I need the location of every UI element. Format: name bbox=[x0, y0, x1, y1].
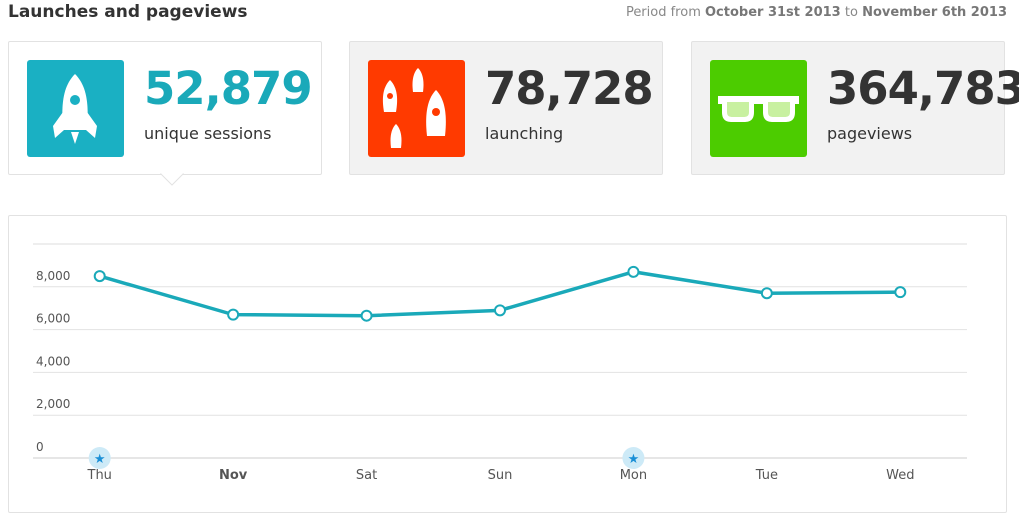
point bbox=[93, 270, 106, 283]
stat-label: pageviews bbox=[827, 124, 913, 143]
y-tick-label: 8,000 bbox=[36, 269, 70, 283]
star-badge bbox=[88, 447, 111, 469]
point bbox=[627, 265, 640, 278]
card-pointer bbox=[160, 173, 184, 186]
period-end[interactable]: November 6th 2013 bbox=[862, 5, 1007, 20]
x-tick-label: Nov bbox=[219, 468, 248, 483]
stat-label: launching bbox=[485, 124, 564, 143]
stat-label: unique sessions bbox=[144, 124, 272, 143]
stat-value: 78,728 bbox=[485, 62, 654, 115]
y-tick-label: 6,000 bbox=[36, 312, 70, 326]
stat-card[interactable]: 78,728 launching bbox=[349, 41, 663, 175]
point bbox=[227, 308, 240, 321]
point bbox=[760, 287, 773, 300]
stat-value: 52,879 bbox=[144, 62, 313, 115]
point bbox=[494, 304, 506, 317]
x-tick-label: Tue bbox=[755, 468, 778, 483]
glasses-icon bbox=[710, 60, 807, 157]
rocket-icon bbox=[27, 60, 124, 157]
y-tick-label: 2,000 bbox=[36, 397, 70, 411]
rockets-icon bbox=[368, 60, 465, 157]
point bbox=[360, 309, 373, 322]
period: Period from October 31st 2013 to Novembe… bbox=[626, 5, 1007, 20]
period-prefix: Period from bbox=[625, 5, 701, 20]
x-tick-label: Mon bbox=[620, 468, 647, 483]
stat-value: 364,783 bbox=[827, 62, 1019, 115]
point bbox=[894, 286, 907, 299]
chart-panel bbox=[8, 215, 1007, 513]
x-tick-label: Thu bbox=[87, 468, 112, 483]
period-start[interactable]: October 31st 2013 bbox=[705, 5, 841, 20]
stat-card[interactable]: 364,783 pageviews bbox=[691, 41, 1019, 175]
y-tick-label: 4,000 bbox=[36, 354, 70, 368]
page-title: Launches and pageviews bbox=[8, 2, 248, 22]
y-tick-label: 0 bbox=[36, 440, 44, 454]
star-badge bbox=[622, 447, 645, 469]
stat-card[interactable]: 52,879 unique sessions bbox=[8, 41, 322, 175]
x-tick-label: Wed bbox=[886, 468, 914, 483]
x-tick-label: Sun bbox=[488, 468, 513, 483]
x-tick-label: Sat bbox=[356, 468, 377, 483]
star-icon: ★ bbox=[94, 452, 106, 467]
period-middle: to bbox=[844, 5, 858, 20]
star-icon: ★ bbox=[628, 452, 640, 467]
